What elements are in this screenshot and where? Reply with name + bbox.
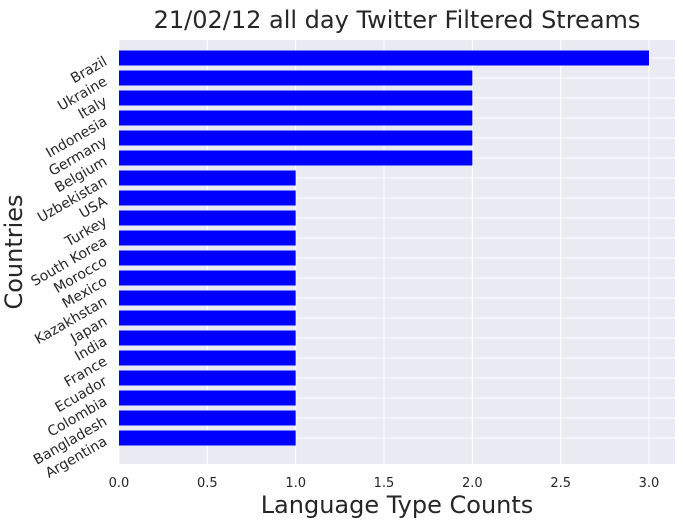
bar-colombia [119,390,296,406]
x-tick-label: 2.5 [550,476,571,491]
x-tick-labels: 0.0 0.5 1.0 1.5 2.0 2.5 3.0 [109,476,660,491]
y-axis-label: Countries [0,194,28,309]
bar-france [119,350,296,366]
bar-kazakhstan [119,290,296,306]
bar-usa [119,190,296,206]
bar-indonesia [119,110,473,126]
bar-germany [119,130,473,146]
x-tick-label: 2.0 [462,476,483,491]
bar-italy [119,90,473,106]
bar-ecuador [119,370,296,386]
bar-ukraine [119,70,473,86]
chart-title: 21/02/12 all day Twitter Filtered Stream… [154,6,641,34]
x-tick-label: 3.0 [639,476,660,491]
x-axis-label: Language Type Counts [261,491,534,519]
bar-morocco [119,250,296,266]
x-tick-label: 1.0 [285,476,306,491]
bar-bangladesh [119,410,296,426]
bar-south-korea [119,230,296,246]
bar-brazil [119,50,650,66]
bar-argentina [119,430,296,446]
x-tick-label: 1.5 [374,476,395,491]
x-tick-label: 0.5 [197,476,218,491]
bar-japan [119,310,296,326]
bar-india [119,330,296,346]
x-tick-label: 0.0 [109,476,130,491]
y-category-labels: BrazilUkraineItalyIndonesiaGermanyBelgiu… [29,54,111,482]
bar-mexico [119,270,296,286]
bar-belgium [119,150,473,166]
bar-turkey [119,210,296,226]
bar-uzbekistan [119,170,296,186]
bars [119,50,650,446]
